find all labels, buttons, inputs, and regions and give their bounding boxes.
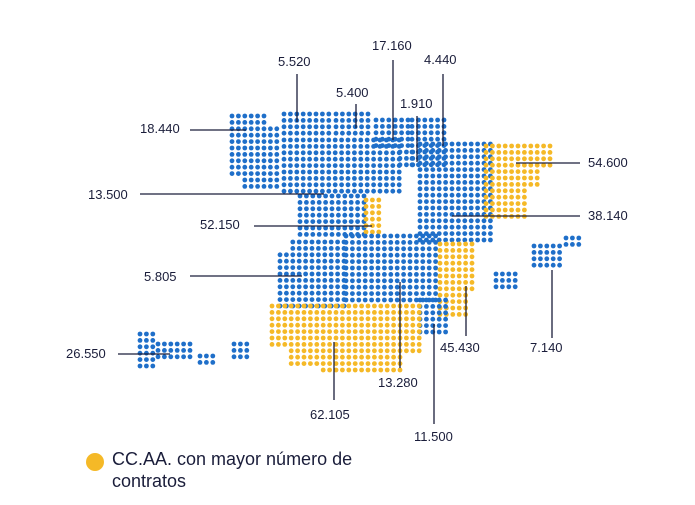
value-label-asturias: 5.520 <box>278 54 311 69</box>
value-label-andalucia: 62.105 <box>310 407 350 422</box>
yellow-dot-icon <box>86 453 104 471</box>
region-dots-madrid <box>363 197 382 235</box>
value-label-la-rioja: 1.910 <box>400 96 433 111</box>
value-label-galicia: 18.440 <box>140 121 180 136</box>
value-label-murcia: 11.500 <box>414 429 453 444</box>
region-dots-murcia <box>417 297 448 335</box>
value-label-cantabria: 5.400 <box>336 85 369 100</box>
legend: CC.AA. con mayor número de contratos <box>86 448 372 492</box>
region-dots-cataluna <box>483 143 553 219</box>
region-dots-extremadura <box>277 239 347 309</box>
region-dots-castilla-leon <box>281 137 402 237</box>
value-label-castilla-la-mancha: 13.280 <box>378 375 418 390</box>
value-label-cataluna: 54.600 <box>588 155 628 170</box>
value-label-baleares: 7.140 <box>530 340 563 355</box>
value-label-navarra: 4.440 <box>424 52 457 67</box>
value-label-castilla-leon: 13.500 <box>88 187 128 202</box>
region-dots-baleares <box>493 235 582 290</box>
region-dots-pais-vasco <box>373 117 411 149</box>
region-dots-canarias <box>137 331 250 369</box>
region-dots-castilla-la-mancha <box>343 233 438 303</box>
value-label-comunidad-valenciana: 45.430 <box>440 340 480 355</box>
region-dots-comunidad-valenciana <box>437 241 475 317</box>
value-labels: 18.440 5.520 5.400 17.160 1.910 4.440 54.600 13… <box>66 38 628 444</box>
value-label-canarias: 26.550 <box>66 346 106 361</box>
region-dots-aragon <box>417 141 493 243</box>
value-label-madrid: 52.150 <box>200 217 240 232</box>
region-dots-cantabria <box>333 111 371 136</box>
region-dots-andalucia <box>269 303 422 373</box>
value-label-aragon: 38.140 <box>588 208 628 223</box>
leader-lines <box>118 60 580 424</box>
region-dots-galicia <box>229 113 280 189</box>
region-dots-asturias <box>281 111 332 136</box>
legend-label: CC.AA. con mayor número de contratos <box>112 449 353 491</box>
value-label-extremadura: 5.805 <box>144 269 177 284</box>
dot-layer <box>137 111 582 373</box>
value-label-pais-vasco: 17.160 <box>372 38 412 53</box>
